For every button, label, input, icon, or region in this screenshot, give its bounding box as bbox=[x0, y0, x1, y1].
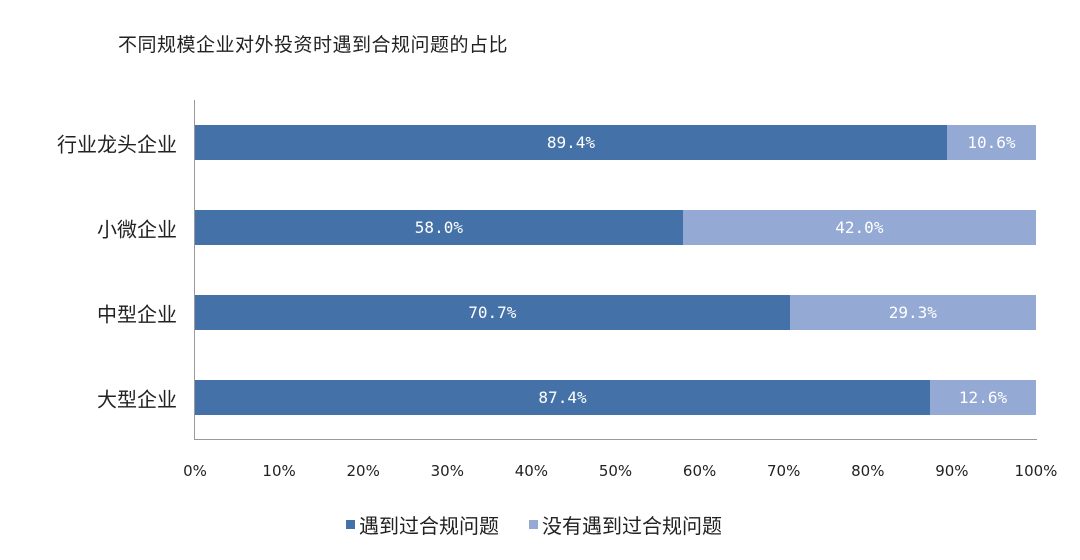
category-label: 行业龙头企业 bbox=[57, 132, 177, 157]
x-tick-label: 80% bbox=[851, 462, 885, 480]
legend-item: 遇到过合规问题 bbox=[346, 510, 499, 539]
bar-row: 89.4% 10.6% bbox=[195, 125, 1036, 160]
x-tick-label: 50% bbox=[598, 462, 633, 480]
bar-segment-not-encountered: 10.6% bbox=[946, 125, 1036, 160]
legend-label: 没有遇到过合规问题 bbox=[542, 514, 722, 538]
legend-label: 遇到过合规问题 bbox=[359, 514, 499, 538]
chart-title: 不同规模企业对外投资时遇到合规问题的占比 bbox=[118, 34, 509, 56]
x-tick-label: 90% bbox=[935, 462, 969, 480]
bar-segment-not-encountered: 12.6% bbox=[930, 380, 1036, 415]
y-axis-line bbox=[194, 100, 195, 440]
bar-segment-encountered: 70.7% bbox=[195, 295, 790, 330]
legend-item: 没有遇到过合规问题 bbox=[529, 510, 722, 539]
bar-segment-not-encountered: 42.0% bbox=[682, 210, 1036, 245]
legend-swatch-icon bbox=[346, 520, 355, 529]
category-label: 中型企业 bbox=[97, 302, 177, 327]
legend-swatch-icon bbox=[529, 520, 538, 529]
bar-segment-encountered: 87.4% bbox=[195, 380, 931, 415]
x-tick-label: 40% bbox=[514, 462, 549, 480]
category-label: 小微企业 bbox=[97, 217, 177, 242]
x-tick-label: 10% bbox=[262, 462, 296, 480]
x-tick-label: 60% bbox=[682, 462, 717, 480]
x-tick-label: 70% bbox=[767, 462, 801, 480]
x-tick-label: 100% bbox=[1014, 462, 1058, 480]
x-tick-label: 30% bbox=[430, 462, 464, 480]
bar-row: 58.0% 42.0% bbox=[195, 210, 1036, 245]
bar-row: 70.7% 29.3% bbox=[195, 295, 1036, 330]
bar-segment-encountered: 58.0% bbox=[195, 210, 683, 245]
bar-segment-encountered: 89.4% bbox=[195, 125, 947, 160]
bar-row: 87.4% 12.6% bbox=[195, 380, 1036, 415]
plot-area: 89.4% 10.6% 58.0% 42.0% 70.7% 29.3% 87.4% 12.6% bbox=[195, 100, 1036, 439]
x-tick-label: 0% bbox=[183, 462, 207, 480]
category-label: 大型企业 bbox=[97, 387, 177, 412]
legend: 遇到过合规问题 没有遇到过合规问题 bbox=[346, 510, 752, 539]
bar-segment-not-encountered: 29.3% bbox=[789, 295, 1036, 330]
x-tick-label: 20% bbox=[346, 462, 380, 480]
x-axis-line bbox=[194, 439, 1037, 440]
